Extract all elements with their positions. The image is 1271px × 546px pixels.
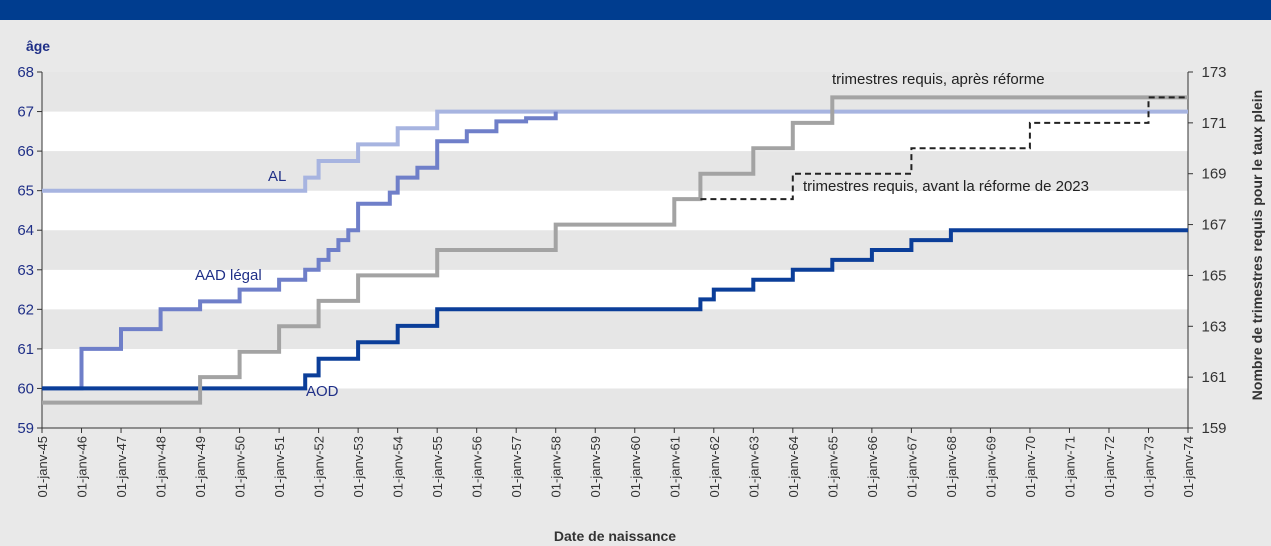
series-label: trimestres requis, avant la réforme de 2… xyxy=(803,178,1089,195)
y-right-tick-label: 173 xyxy=(1201,64,1226,81)
y-left-tick-label: 66 xyxy=(17,143,34,160)
x-tick-label: 01-janv-74 xyxy=(1181,436,1196,497)
series-label: AOD xyxy=(306,383,339,400)
x-tick-label: 01-janv-50 xyxy=(233,436,248,497)
x-tick-label: 01-janv-65 xyxy=(825,436,840,497)
series-lines xyxy=(42,95,1188,405)
x-tick-label: 01-janv-69 xyxy=(983,436,998,497)
series-line-trimestres-requis-apr-s-r-forme xyxy=(42,95,1188,405)
series-line-aad-l-gal xyxy=(42,111,558,391)
y-right-tick-label: 169 xyxy=(1201,166,1226,183)
series-line-al xyxy=(42,109,1188,193)
series-label: trimestres requis, après réforme xyxy=(832,71,1045,88)
y-right-tick-label: 159 xyxy=(1201,420,1226,437)
grid-band xyxy=(42,72,1188,112)
x-tick-label: 01-janv-52 xyxy=(312,436,327,497)
x-tick-label: 01-janv-56 xyxy=(470,436,485,497)
y-right-tick-label: 171 xyxy=(1201,115,1226,132)
y-left-tick-label: 67 xyxy=(17,104,34,121)
x-tick-label: 01-janv-72 xyxy=(1102,436,1117,497)
x-tick-label: 01-janv-73 xyxy=(1141,436,1156,497)
x-tick-label: 01-janv-47 xyxy=(114,436,129,497)
x-tick-label: 01-janv-57 xyxy=(509,436,524,497)
x-tick-label: 01-janv-54 xyxy=(391,436,406,497)
y-left-tick-label: 60 xyxy=(17,380,34,397)
y-left-tick-label: 59 xyxy=(17,420,34,437)
x-tick-label: 01-janv-58 xyxy=(549,436,564,497)
header-bar xyxy=(0,0,1271,20)
y-right-tick-label: 167 xyxy=(1201,217,1226,234)
y-right-tick-label: 163 xyxy=(1201,318,1226,335)
grid-band xyxy=(42,388,1188,428)
x-tick-label: 01-janv-62 xyxy=(707,436,722,497)
x-axis-title: Date de naissance xyxy=(554,528,676,544)
x-tick-label: 01-janv-48 xyxy=(154,436,169,497)
x-tick-label: 01-janv-53 xyxy=(351,436,366,497)
x-tick-label: 01-janv-68 xyxy=(944,436,959,497)
x-tick-label: 01-janv-70 xyxy=(1023,436,1038,497)
axes: 59 60 61 62 63 64 65 66 67 68 159 161 163 165 167 169 17… xyxy=(17,64,1226,497)
y-left-tick-label: 61 xyxy=(17,341,34,358)
x-tick-label: 01-janv-66 xyxy=(865,436,880,497)
x-tick-label: 01-janv-59 xyxy=(588,436,603,497)
x-tick-label: 01-janv-51 xyxy=(272,436,287,497)
grid-band xyxy=(42,309,1188,349)
series-label: AL xyxy=(268,168,286,185)
y-axis-right-title: Nombre de trimestres requis pour le taux… xyxy=(1249,90,1265,400)
y-left-tick-label: 62 xyxy=(17,301,34,318)
y-left-tick-label: 68 xyxy=(17,64,34,81)
series-line-aod xyxy=(42,228,1188,391)
y-left-tick-label: 64 xyxy=(17,222,34,239)
x-tick-label: 01-janv-60 xyxy=(628,436,643,497)
x-tick-label: 01-janv-61 xyxy=(667,436,682,497)
x-tick-label: 01-janv-49 xyxy=(193,436,208,497)
annotations: AL AAD légal AOD trimestres requis, après r… xyxy=(195,71,1089,400)
x-tick-label: 01-janv-46 xyxy=(75,436,90,497)
x-tick-label: 01-janv-63 xyxy=(746,436,761,497)
x-tick-label: 01-janv-64 xyxy=(786,436,801,497)
grid-band xyxy=(42,348,1188,389)
y-right-tick-label: 161 xyxy=(1201,369,1226,386)
grid-band xyxy=(42,111,1188,152)
y-left-tick-label: 65 xyxy=(17,183,34,200)
series-line-trimestres-requis-avant-la-r-forme-de-2023 xyxy=(700,96,1188,201)
y-left-tick-label: 63 xyxy=(17,262,34,279)
x-tick-label: 01-janv-45 xyxy=(35,436,50,497)
y-right-tick-label: 165 xyxy=(1201,267,1226,284)
y-axis-left-title: âge xyxy=(26,38,50,54)
x-tick-label: 01-janv-71 xyxy=(1062,436,1077,497)
plot-bands xyxy=(42,72,1188,428)
x-tick-label: 01-janv-67 xyxy=(904,436,919,497)
grid-band xyxy=(42,230,1188,270)
grid-band xyxy=(42,151,1188,191)
x-tick-label: 01-janv-55 xyxy=(430,436,445,497)
series-label: AAD légal xyxy=(195,267,262,284)
